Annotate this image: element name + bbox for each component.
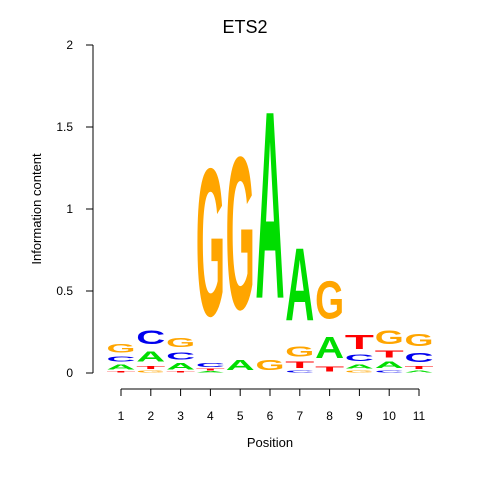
logo-letter-T: T — [136, 365, 166, 370]
x-tick-label: 10 — [383, 409, 397, 423]
x-tick-label: 3 — [177, 409, 184, 423]
y-tick-label: 2 — [66, 38, 73, 52]
logo-letter-C: C — [136, 327, 165, 348]
logo-letter-T: T — [375, 349, 404, 360]
y-tick-label: 1.5 — [56, 120, 73, 134]
x-tick-label: 5 — [237, 409, 244, 423]
logo-letter-T: T — [315, 365, 344, 373]
logo-column-6: GA — [256, 56, 285, 373]
logo-letter-G: G — [196, 126, 225, 361]
logo-letter-T: T — [285, 360, 314, 370]
x-tick-label: 2 — [147, 409, 154, 423]
logo-letter-A: A — [315, 331, 344, 365]
logo-letter-G: G — [226, 112, 255, 356]
x-tick-label: 6 — [267, 409, 274, 423]
y-tick-label: 0.5 — [56, 284, 73, 298]
logo-column-8: TAG — [315, 270, 344, 374]
logo-letter-A: A — [256, 56, 285, 355]
logo-letter-T: T — [405, 365, 435, 370]
x-axis-label: Position — [247, 435, 293, 450]
logo-letter-A: A — [107, 363, 136, 371]
logo-letter-C: C — [166, 350, 195, 362]
logo-letter-C: C — [405, 350, 434, 365]
x-tick-label: 9 — [356, 409, 363, 423]
logo-letter-C: C — [196, 362, 225, 369]
logo-letter-A: A — [136, 349, 165, 365]
logo-letter-G: G — [375, 327, 404, 348]
logo-letter-A: A — [166, 362, 195, 372]
logo-letter-G: G — [166, 335, 195, 350]
logo-letter-T: T — [107, 371, 137, 373]
logo-letter-G: G — [345, 370, 374, 373]
logo-letter-G: G — [285, 343, 314, 360]
logo-letter-T: T — [166, 371, 196, 373]
x-tick-label: 1 — [118, 409, 125, 423]
y-tick-label: 1 — [66, 202, 73, 216]
chart-title: ETS2 — [222, 17, 267, 37]
x-tick-label: 7 — [296, 409, 303, 423]
logo-letter-A: A — [345, 363, 374, 370]
logo-letter-C: C — [345, 354, 374, 364]
y-tick-label: 0 — [66, 366, 73, 380]
logo-letter-C: C — [107, 355, 136, 363]
logo-letter-T: T — [196, 368, 226, 371]
logo-letter-C: C — [375, 370, 404, 373]
x-tick-label: 11 — [413, 409, 426, 423]
logo-letter-G: G — [405, 331, 434, 350]
y-axis-label: Information content — [29, 153, 44, 265]
x-axis: 1 2 3 4 5 6 7 8 9 10 11 — [118, 388, 426, 423]
logo-letter-G: G — [136, 370, 165, 373]
logo-letter-A: A — [285, 227, 314, 343]
logo-letter-A: A — [405, 370, 434, 373]
logo-letter-G: G — [107, 342, 136, 355]
logo-letter-G: G — [256, 356, 285, 373]
logo-letter-T: T — [345, 330, 374, 353]
logo-letter-G: G — [315, 270, 344, 331]
logo-letter-A: A — [375, 360, 404, 370]
y-axis: 0 0.5 1 1.5 2 — [56, 38, 94, 380]
x-tick-label: 4 — [207, 409, 214, 423]
logo-letter-A: A — [196, 371, 225, 373]
logo-letter-C: C — [285, 370, 314, 373]
logo-column-5: AG — [226, 112, 255, 373]
x-tick-label: 8 — [326, 409, 333, 423]
logo-letter-A: A — [226, 357, 255, 373]
